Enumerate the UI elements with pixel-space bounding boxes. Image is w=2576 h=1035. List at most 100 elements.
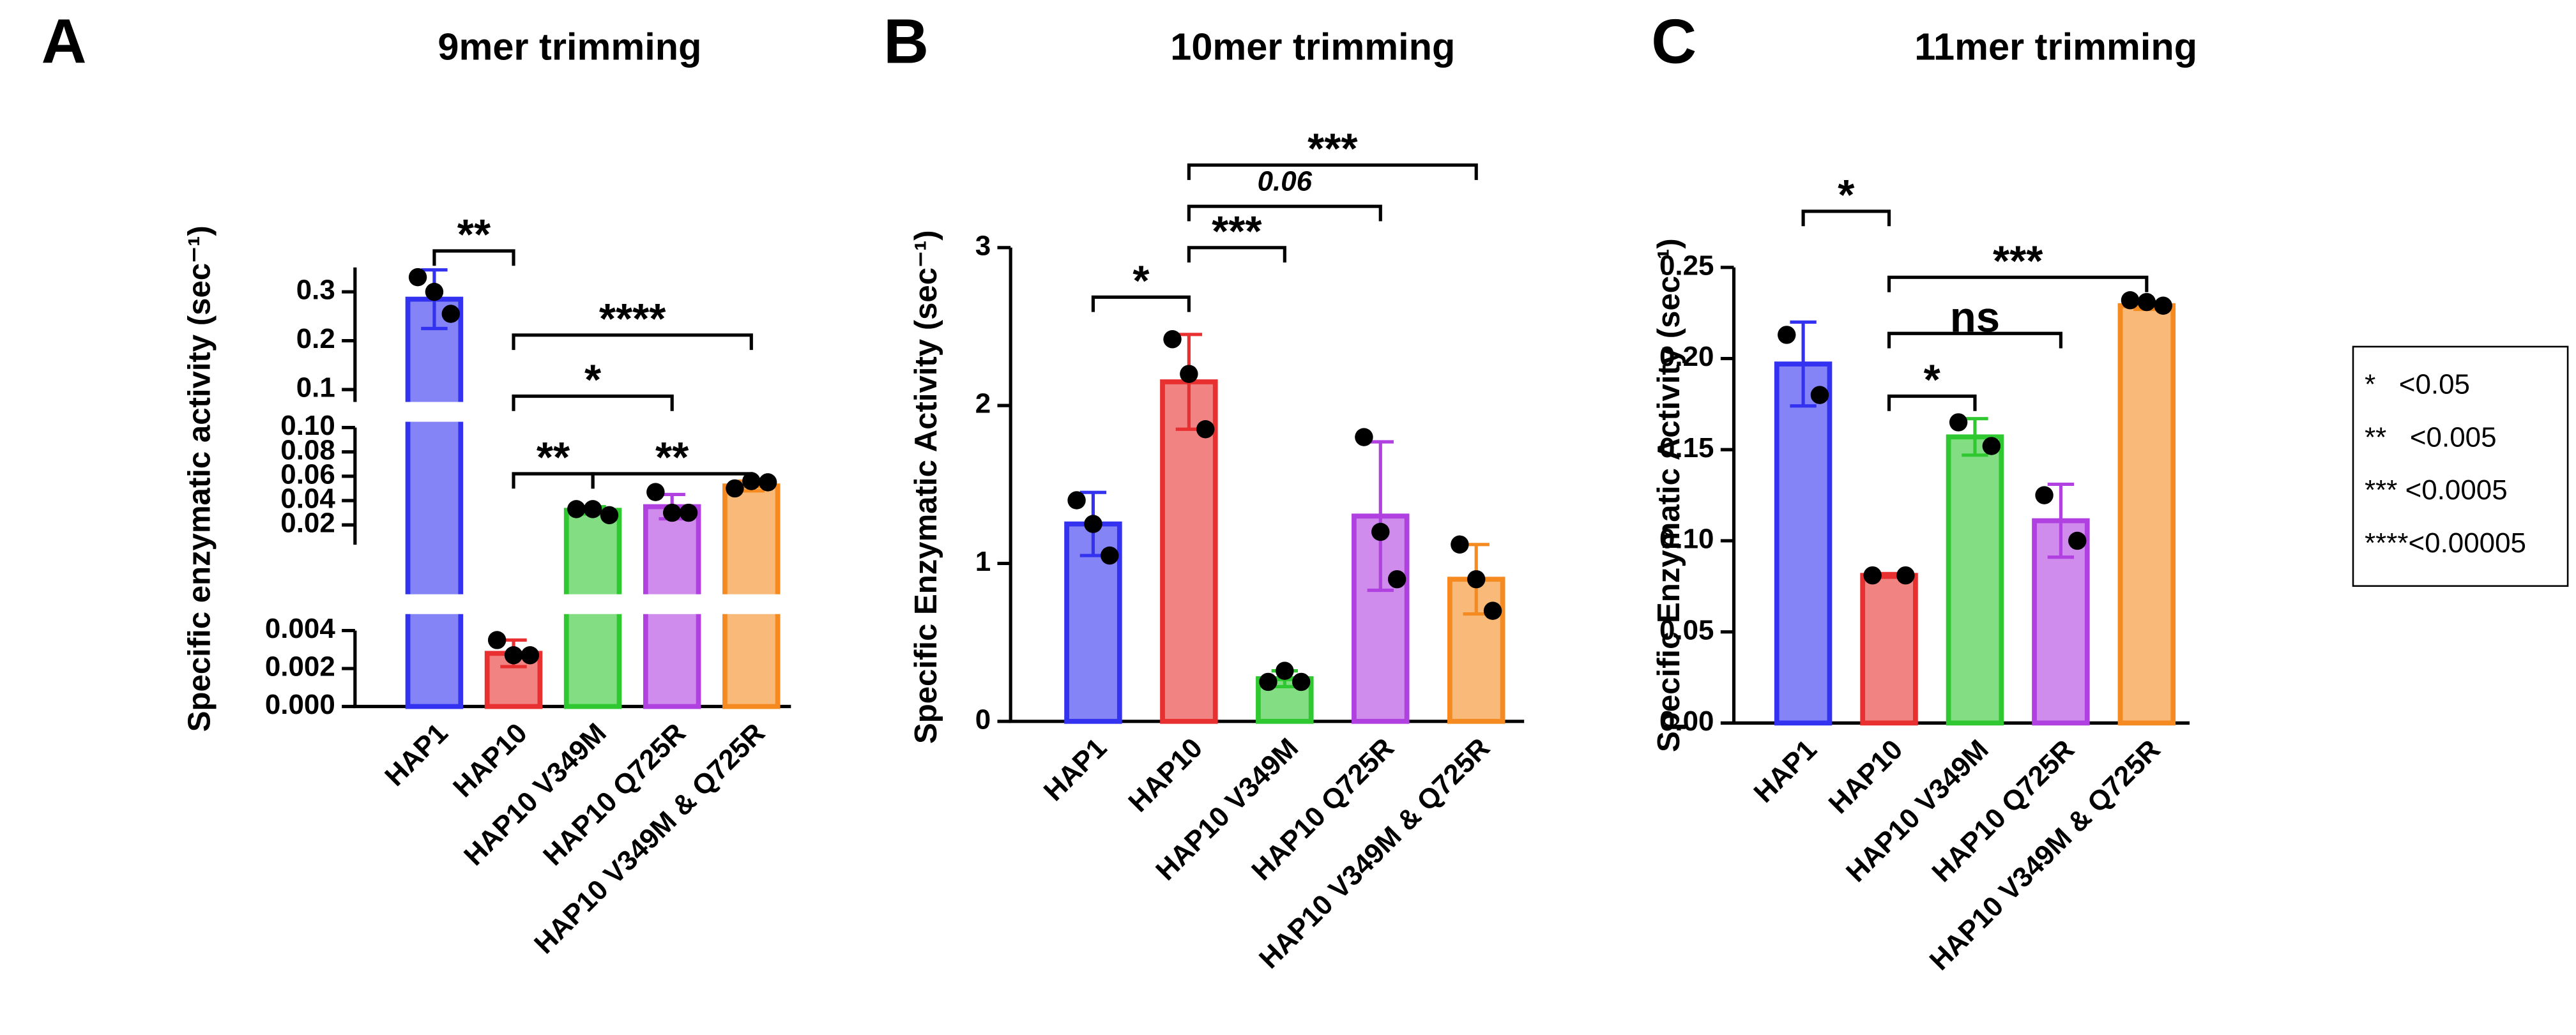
data-point	[1067, 491, 1086, 510]
significance-label: **	[457, 211, 491, 259]
data-point	[521, 646, 540, 665]
data-point	[1163, 330, 1182, 349]
y-tick-label: 0.10	[1659, 524, 1714, 555]
y-tick-label: 0	[975, 704, 991, 735]
significance-label: *	[1924, 356, 1941, 404]
y-axis-label: Specific enzymatic activity (sec⁻¹)	[182, 225, 217, 732]
y-tick-label: 1	[975, 546, 991, 577]
data-point	[1778, 326, 1796, 344]
significance-bracket	[1887, 275, 2149, 292]
data-point	[758, 473, 777, 492]
significance-bracket	[512, 394, 674, 411]
y-tick-label: 0.3	[296, 275, 335, 306]
data-point	[567, 500, 586, 518]
panel-letter: A	[42, 6, 87, 76]
y-tick-label: 0.05	[1659, 614, 1714, 646]
data-point	[1896, 566, 1915, 585]
y-tick-label: 0.06	[280, 458, 335, 490]
data-point	[1371, 522, 1390, 541]
axis-break	[338, 402, 808, 422]
key-entry: ** <0.005	[2365, 421, 2496, 453]
x-tick-label: HAP10	[1122, 732, 1208, 819]
significance-label: *	[584, 356, 602, 404]
error-bar	[1367, 440, 1394, 593]
key-entry: *** <0.0005	[2365, 474, 2508, 506]
data-point	[1949, 413, 1968, 432]
data-point	[1810, 386, 1829, 404]
significance-bracket	[591, 472, 753, 489]
y-tick-label: 0.2	[296, 323, 335, 354]
key-entry: * <0.05	[2365, 369, 2470, 400]
error-bar	[2047, 482, 2075, 559]
data-point	[2121, 291, 2140, 310]
data-point	[1483, 601, 1502, 620]
y-tick-label: 0.15	[1659, 432, 1714, 464]
x-tick-label: HAP1	[1748, 734, 1823, 809]
data-point	[1259, 672, 1277, 691]
bar	[1774, 361, 1833, 726]
significance-bracket	[1187, 204, 1382, 222]
data-point	[2068, 531, 2087, 550]
data-point	[1084, 515, 1102, 533]
y-tick-label: 2	[975, 388, 991, 419]
data-point	[679, 503, 698, 522]
data-point	[1292, 672, 1311, 691]
y-tick-label: 0.08	[280, 434, 335, 465]
data-point	[1355, 428, 1373, 446]
significance-bracket	[1801, 209, 1891, 227]
significance-label: ns	[1950, 293, 2000, 341]
significance-bracket	[432, 249, 515, 266]
x-tick-label: HAP1	[379, 717, 454, 792]
x-tick-label: HAP10	[1823, 734, 1909, 820]
error-bar	[1790, 320, 1817, 408]
key-entry: ****<0.00005	[2365, 527, 2526, 559]
significance-bracket	[1091, 295, 1191, 312]
significance-label: ***	[1212, 208, 1262, 255]
bar	[405, 296, 464, 709]
panel-letter: C	[1651, 6, 1696, 76]
error-bar	[1175, 333, 1203, 431]
data-point	[1276, 661, 1294, 680]
data-point	[425, 282, 444, 301]
bar	[1860, 573, 1918, 726]
significance-label: 0.06	[1258, 166, 1313, 197]
significance-bracket	[512, 333, 753, 351]
significance-bracket	[1187, 246, 1286, 263]
y-axis-label: Specific Enzymatic Activity (sec⁻¹)	[1652, 238, 1686, 752]
data-point	[441, 305, 460, 323]
significance-label: ***	[1307, 125, 1358, 173]
y-tick-label: 0.02	[280, 508, 335, 539]
y-tick-label: 0.25	[1659, 250, 1714, 281]
x-tick-label: HAP1	[1038, 732, 1113, 808]
data-point	[504, 646, 523, 665]
data-point	[646, 483, 665, 501]
y-tick-label: 0.04	[280, 483, 335, 515]
data-point	[2137, 292, 2156, 312]
data-point	[662, 503, 682, 522]
chart-title: 11mer trimming	[1914, 25, 2197, 68]
panel-letter: B	[883, 6, 929, 76]
y-tick-label: 0.002	[265, 651, 335, 683]
y-tick-label: 3	[975, 230, 991, 261]
data-point	[583, 500, 602, 518]
error-bar	[659, 492, 685, 521]
data-point	[2154, 296, 2172, 315]
significance-bracket	[1187, 163, 1478, 180]
error-bar	[1079, 490, 1107, 557]
significance-label: *	[1838, 171, 1855, 219]
data-point	[1180, 365, 1198, 383]
bar	[1946, 434, 2004, 726]
x-tick-label: HAP10 Q725R	[537, 717, 692, 872]
data-point	[1101, 546, 1119, 565]
significance-label: **	[537, 434, 570, 481]
y-tick-label: 0.20	[1659, 341, 1714, 372]
bar	[2117, 303, 2176, 726]
y-axis-label: Specific Enzymatic Activity (sec⁻¹)	[909, 230, 943, 744]
x-tick-label: HAP10 V349M	[458, 717, 613, 872]
significance-label: ****	[599, 295, 666, 343]
significance-label: ***	[1993, 237, 2043, 285]
error-bar	[1962, 417, 1988, 457]
significance-label: *	[1132, 257, 1150, 305]
